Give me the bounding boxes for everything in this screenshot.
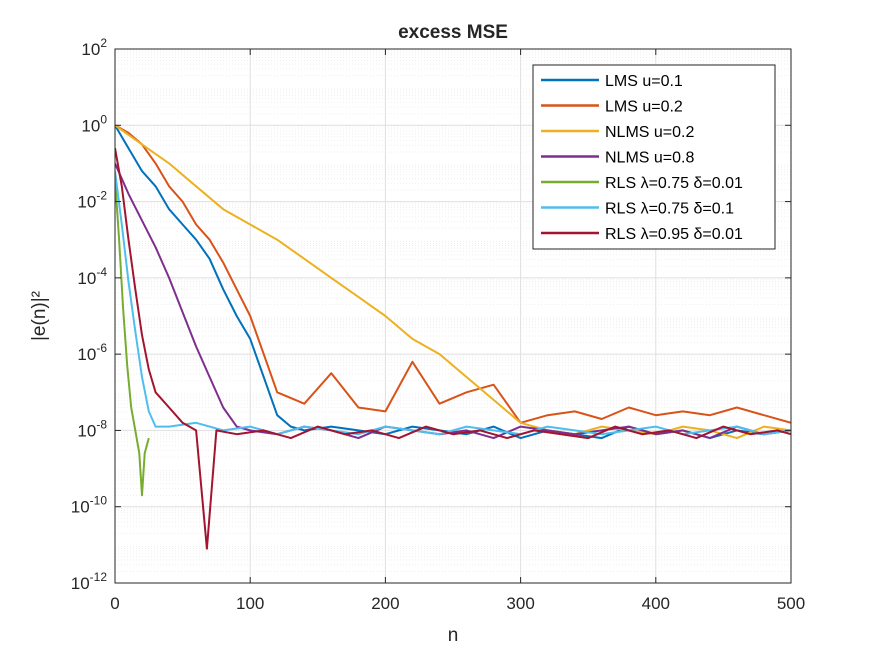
legend-item: NLMS u=0.8 bbox=[541, 150, 694, 167]
y-tick-label: 100 bbox=[81, 112, 107, 135]
x-tick-label: 100 bbox=[236, 594, 264, 613]
y-tick-label: 10-12 bbox=[71, 570, 108, 593]
x-axis-label: n bbox=[448, 625, 459, 646]
y-tick-label: 102 bbox=[81, 36, 107, 59]
chart-title: excess MSE bbox=[398, 22, 508, 43]
legend-label: LMS u=0.1 bbox=[605, 73, 683, 90]
legend-label: LMS u=0.2 bbox=[605, 99, 683, 116]
legend: LMS u=0.1 LMS u=0.2 NLMS u=0.2 NLMS u=0.8 RL… bbox=[532, 64, 776, 250]
legend-item: NLMS u=0.2 bbox=[541, 124, 694, 141]
y-tick-label: 10-8 bbox=[77, 417, 107, 440]
legend-label: RLS λ=0.75 δ=0.1 bbox=[605, 201, 734, 218]
legend-item: RLS λ=0.75 δ=0.1 bbox=[541, 201, 734, 218]
y-tick-label: 10-6 bbox=[77, 341, 107, 364]
legend-label: RLS λ=0.75 δ=0.01 bbox=[605, 175, 743, 192]
legend-item: LMS u=0.2 bbox=[541, 99, 683, 116]
x-tick-label: 0 bbox=[110, 594, 119, 613]
y-axis-label: |e(n)|² bbox=[29, 291, 50, 341]
tick-layer: 10-12 10-10 10-8 10-6 10-4 10-2 100 102 0 100 200 3… bbox=[71, 36, 805, 613]
legend-item: RLS λ=0.95 δ=0.01 bbox=[541, 226, 743, 243]
series-line-6 bbox=[115, 170, 791, 436]
series-line-7 bbox=[115, 148, 791, 550]
x-tick-label: 300 bbox=[506, 594, 534, 613]
plot-layer bbox=[115, 124, 791, 550]
legend-item: RLS λ=0.75 δ=0.01 bbox=[541, 175, 743, 192]
x-tick-label: 500 bbox=[777, 594, 805, 613]
legend-label: RLS λ=0.95 δ=0.01 bbox=[605, 226, 743, 243]
series-layer bbox=[115, 124, 791, 550]
series-line-5 bbox=[115, 178, 150, 497]
x-tick-label: 200 bbox=[371, 594, 399, 613]
legend-item: LMS u=0.1 bbox=[541, 73, 683, 90]
legend-label: NLMS u=0.8 bbox=[605, 150, 694, 167]
y-tick-label: 10-2 bbox=[77, 189, 107, 212]
plot-frame bbox=[114, 48, 792, 584]
x-tick-label: 400 bbox=[642, 594, 670, 613]
legend-label: NLMS u=0.2 bbox=[605, 124, 694, 141]
series-line-3 bbox=[115, 124, 791, 440]
y-tick-label: 10-10 bbox=[71, 494, 108, 517]
y-tick-label: 10-4 bbox=[77, 265, 107, 288]
series-line-2 bbox=[115, 124, 791, 424]
